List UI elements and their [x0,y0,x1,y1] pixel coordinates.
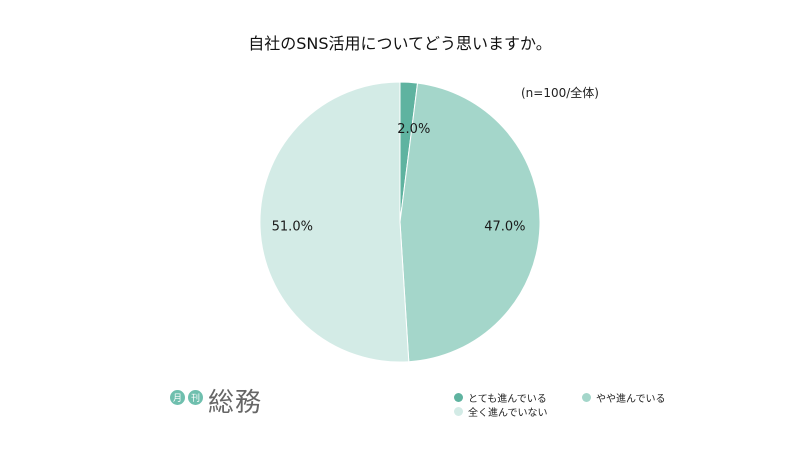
legend-item-3: 全く進んでいない [454,404,548,419]
legend-swatch-2 [582,393,591,402]
pie-value-labels: 2.0% 47.0% 51.0% [272,122,526,235]
legend-label-2: やや進んでいる [596,394,666,405]
legend-item-1: とても進んでいる [454,390,547,405]
logo-name: 総務 [208,388,263,418]
pie-slices [259,81,541,363]
gekkan-somu-logo: 月 刊 総務 [170,382,262,419]
legend-label-1: とても進んでいる [468,394,547,405]
logo-badge-gekkan-1: 月 [170,390,185,405]
legend-swatch-3 [454,407,463,416]
chart-title: 自社のSNS活用についてどう思いますか。 [248,34,552,53]
pie-slice-3 [259,81,410,363]
legend-swatch-1 [454,393,463,402]
pie-value-label-2: 47.0% [484,219,525,234]
pie-value-label-3: 51.0% [272,219,313,234]
pie-slice-2 [399,82,541,363]
sample-size-note: (n=100/全体) [521,86,599,100]
pie-value-label-1: 2.0% [397,122,430,137]
logo-badge-gekkan-2: 刊 [188,390,203,405]
legend-label-3: 全く進んでいない [468,408,548,419]
legend-item-2: やや進んでいる [582,390,666,405]
